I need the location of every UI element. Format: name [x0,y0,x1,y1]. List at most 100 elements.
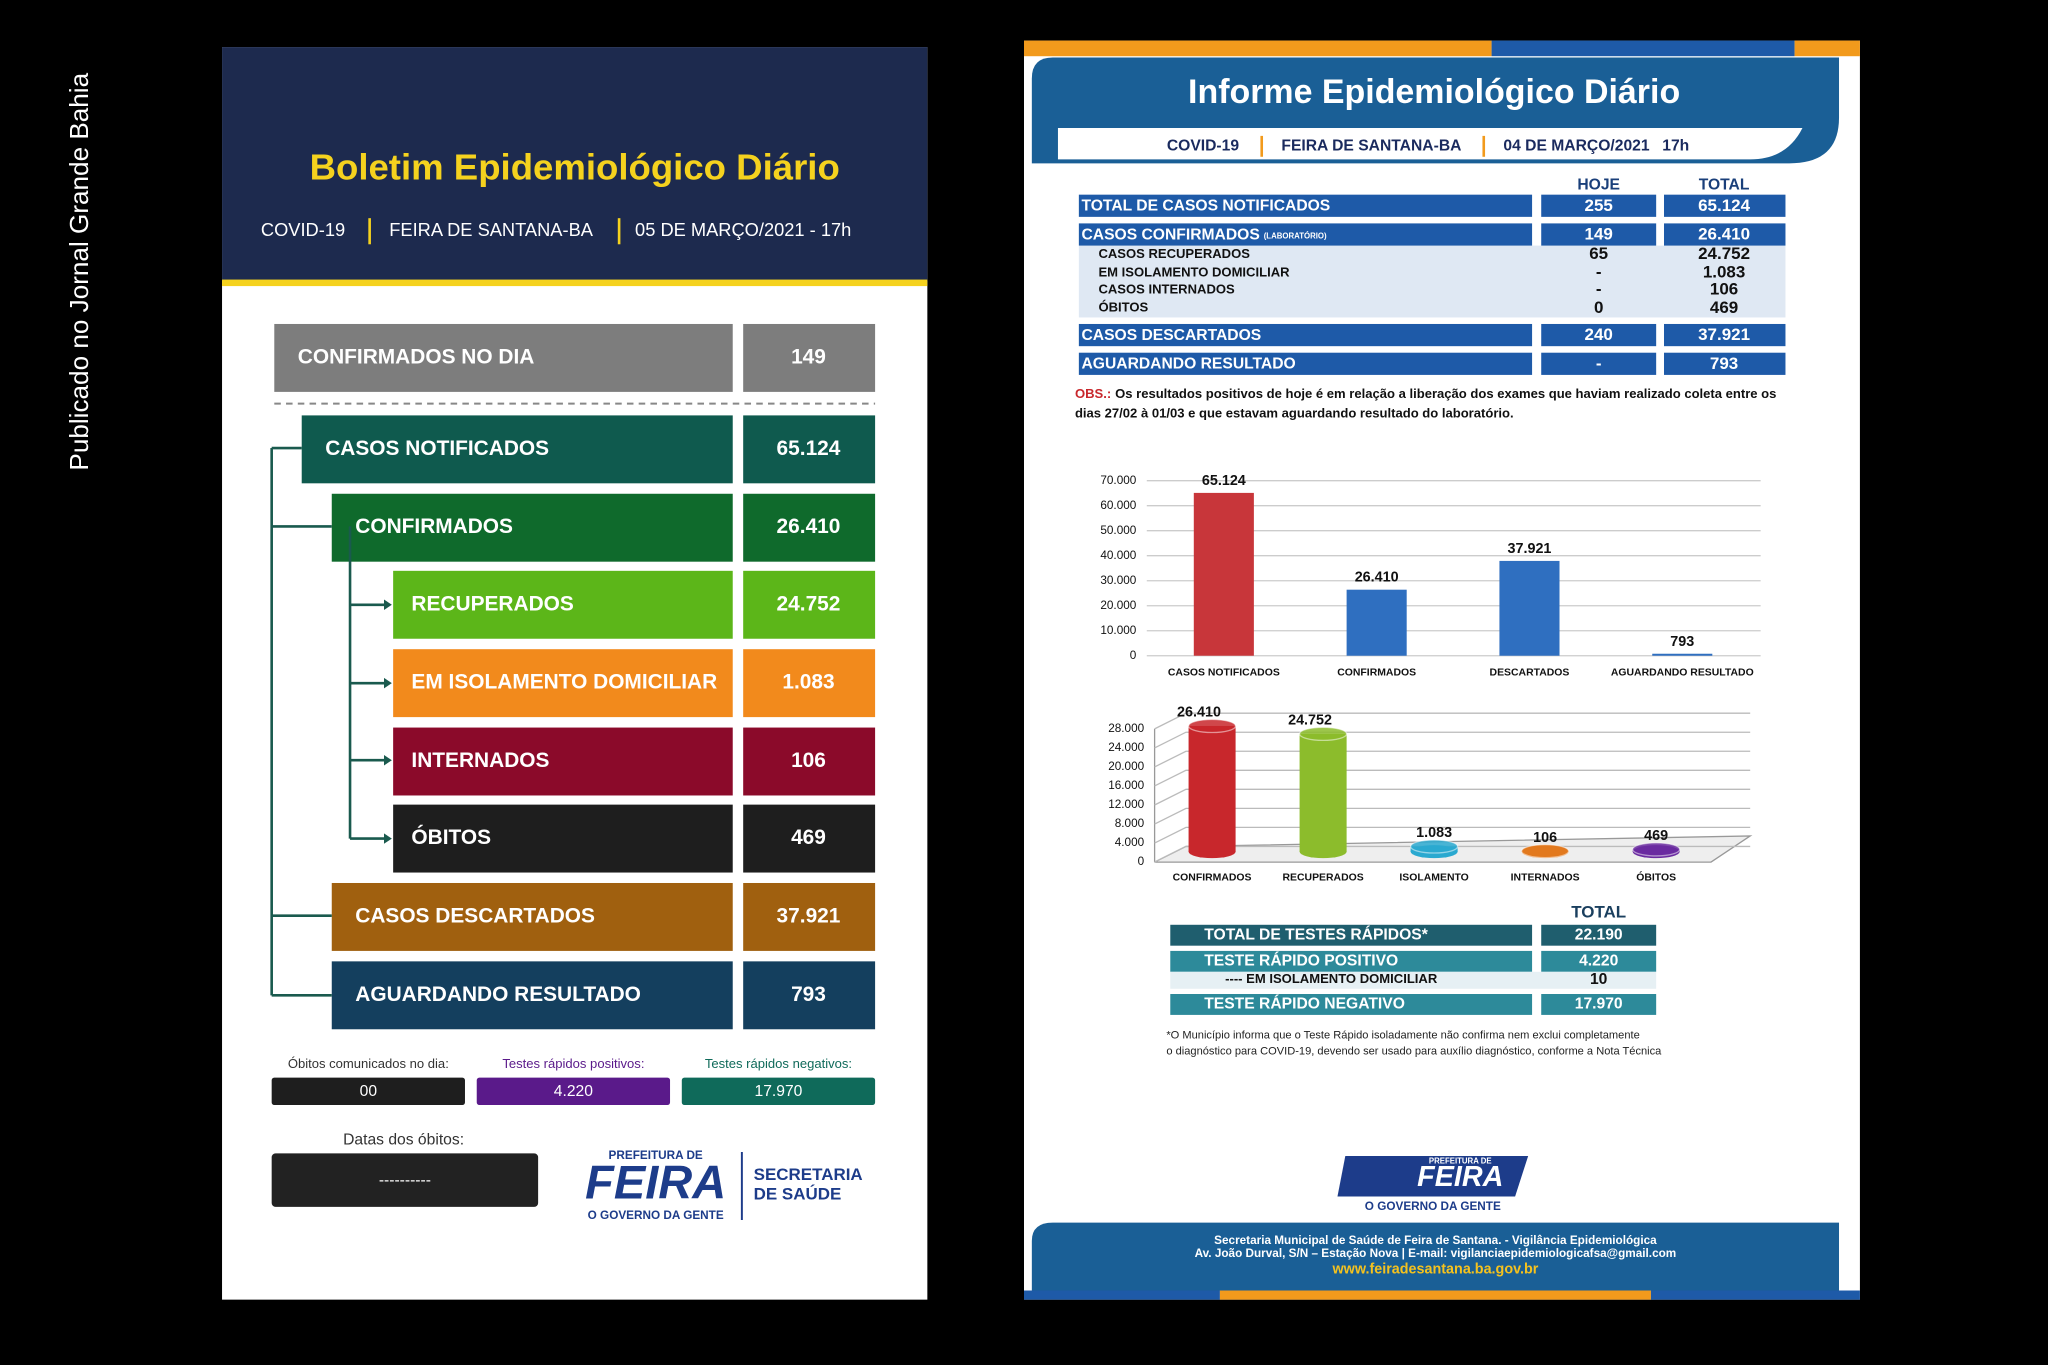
left-subtitle: COVID-19 [261,219,345,240]
x-tick-label: RECUPERADOS [1283,873,1364,884]
y-tick-label: 4.000 [1115,836,1145,849]
right-subtitle: 04 DE MARÇO/2021 [1503,137,1649,154]
table-today: 149 [1585,225,1613,244]
top-stripe [1024,40,1492,57]
y-tick-label: 24.000 [1108,741,1144,754]
table-cell [1541,323,1657,347]
row-value: 149 [791,345,826,368]
table-cell [1664,352,1786,375]
row-value: 37.921 [777,904,841,927]
logo-dept: DE SAÚDE [754,1185,842,1204]
value-label: 24.752 [1288,713,1332,729]
y-tick-label: 28.000 [1108,722,1144,735]
table-label-cell [1078,352,1533,375]
x-tick-label: ISOLAMENTO [1399,873,1468,884]
death-dates-box [271,1153,539,1207]
bar [1193,492,1254,656]
table-label-cell [1078,223,1533,246]
row-label-box [393,570,733,639]
table-cell [1541,223,1657,246]
row-value-box [743,323,876,392]
table-label: CASOS CONFIRMADOS [1081,226,1259,243]
table-today: 240 [1585,325,1613,344]
row-label: CONFIRMADOS NO DIA [298,345,535,368]
row-value-box [743,804,876,873]
logo-name: FEIRA [585,1155,726,1208]
table-total: 1.083 [1703,263,1745,282]
table-label: TOTAL DE CASOS NOTIFICADOS [1081,198,1330,215]
obs-text: dias 27/02 à 01/03 e que estavam aguarda… [1075,406,1514,421]
row-label: RECUPERADOS [411,592,573,615]
logo-shape [1337,1155,1529,1197]
y-tick-label: 12.000 [1108,798,1144,811]
logo-dept: SECRETARIA [754,1165,863,1184]
y-tick-label: 40.000 [1100,549,1136,562]
grid-line [1154,826,1751,844]
row-label-box [331,961,733,1030]
table-sub-label: CASOS INTERNADOS [1098,281,1235,296]
tests-label: TESTE RÁPIDO NEGATIVO [1204,994,1405,1013]
value-label: 65.124 [1202,473,1246,489]
y-tick-label: 20.000 [1108,760,1144,773]
right-subtitle: 17h [1662,137,1689,154]
table-today: 0 [1594,298,1603,317]
right-subtitle: COVID-19 [1167,137,1240,154]
y-tick-label: 0 [1130,649,1137,662]
grid-line [1154,712,1751,730]
footer-box [271,1077,465,1106]
cylinder [1299,733,1347,852]
tests-sub-bg [1170,971,1657,989]
tests-note: *O Município informa que o Teste Rápido … [1166,1030,1639,1042]
table-today: - [1596,263,1602,282]
logo-top: PREFEITURA DE [609,1149,703,1162]
row-value: 65.124 [777,437,841,460]
row-value-box [743,882,876,951]
right-subtitle: FEIRA DE SANTANA-BA [1281,137,1461,154]
tests-value: 22.190 [1575,926,1623,943]
x-tick-label: ÓBITOS [1636,871,1676,884]
left-header [222,47,928,281]
table-total: 469 [1710,298,1738,317]
footer-band [1031,1222,1840,1291]
arrow-head [384,833,392,844]
tests-label-cell [1170,994,1533,1015]
left-title: Boletim Epidemiológico Diário [310,147,840,188]
row-label-box [393,804,733,873]
logo-tagline: O GOVERNO DA GENTE [1365,1200,1501,1213]
table-cell [1541,352,1657,375]
right-title: Informe Epidemiológico Diário [1188,73,1680,111]
row-label: INTERNADOS [411,749,549,772]
cylinder-cap [1187,718,1237,734]
cylinder-cap [1632,842,1681,857]
y-tick-label: 0 [1138,855,1145,868]
row-label-box [393,727,733,796]
row-value: 106 [791,749,826,772]
footer-value: 17.970 [755,1083,803,1100]
row-value-box [743,649,876,718]
value-label: 106 [1533,830,1557,846]
grid-line [1154,731,1751,749]
bar [1346,589,1407,656]
row-label-box [393,649,733,718]
sub-rows-bg [1078,245,1786,318]
tests-value: 4.220 [1579,952,1618,969]
value-label: 469 [1644,828,1668,844]
table-today: - [1596,354,1602,373]
left-subtitle: 05 DE MARÇO/2021 - 17h [635,219,851,240]
obs-label: OBS.: [1075,386,1111,401]
tests-label-cell [1170,924,1533,946]
footer-text: Av. João Durval, S/N – Estação Nova | E-… [1195,1247,1677,1260]
death-dates-label: Datas dos óbitos: [343,1131,464,1148]
row-label-box [301,415,733,484]
row-label: ÓBITOS [411,825,491,849]
table-total: 24.752 [1698,244,1750,263]
obs-text: Os resultados positivos de hoje é em rel… [1115,386,1776,401]
top-stripe [1794,40,1860,57]
footer-value: 00 [360,1083,378,1100]
cylinder [1188,725,1236,852]
table-total: 106 [1710,279,1738,298]
table-cell [1541,194,1657,217]
y-tick-label: 50.000 [1100,524,1136,537]
